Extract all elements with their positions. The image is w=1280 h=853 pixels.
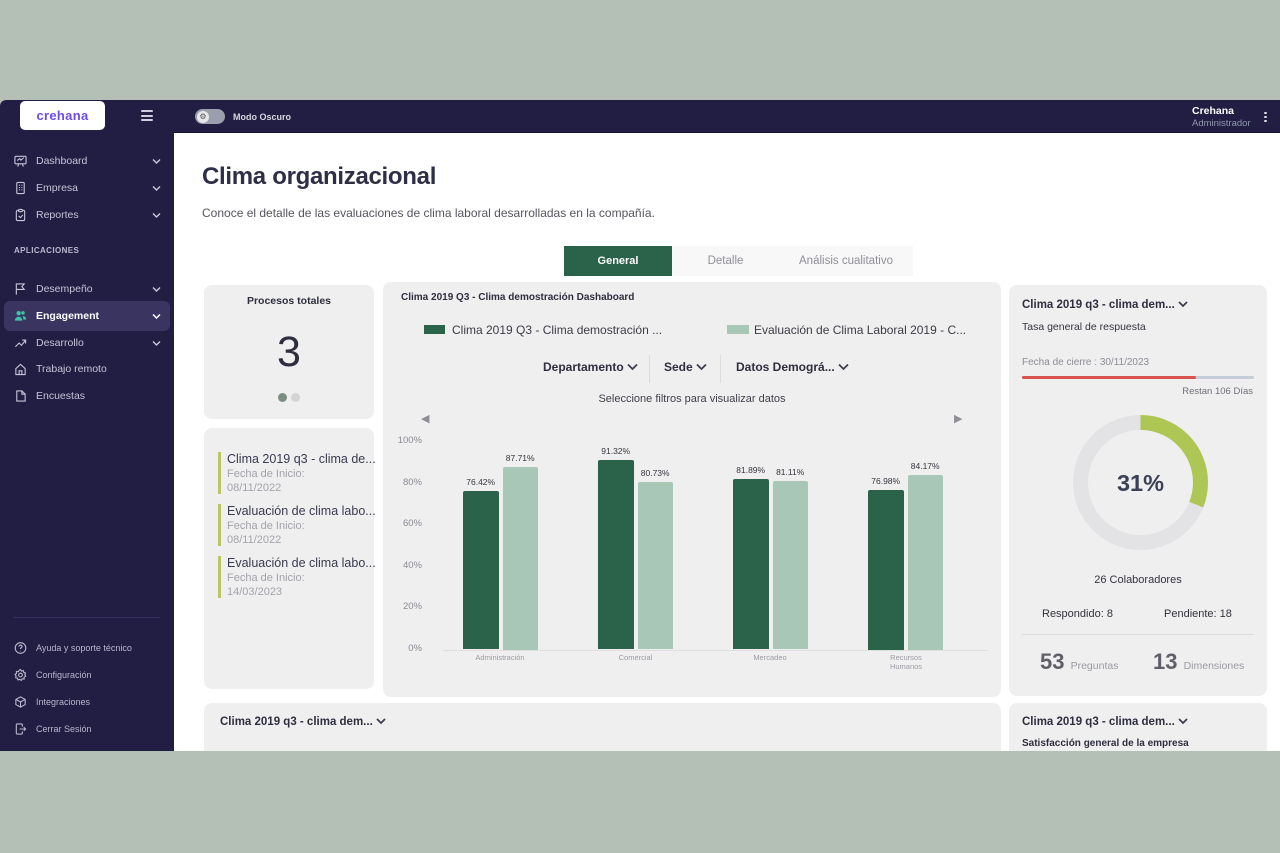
svg-text:31%: 31% (1117, 470, 1164, 496)
